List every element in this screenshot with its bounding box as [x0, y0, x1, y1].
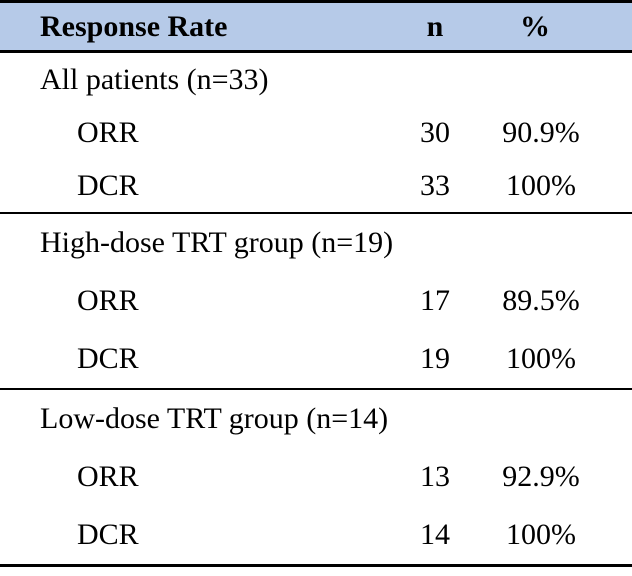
n-value: 17: [420, 284, 450, 317]
header-percent: %: [520, 9, 550, 43]
group-label: High-dose TRT group (n=19): [40, 226, 394, 259]
table-row: DCR 33 100%: [0, 159, 632, 214]
measure-label: DCR: [0, 330, 390, 390]
measure-label: ORR: [77, 284, 139, 317]
group-label-row: All patients (n=33): [0, 52, 632, 107]
section-high-dose-trt: High-dose TRT group (n=19) ORR 17 89.5% …: [0, 213, 632, 390]
table-row: DCR 19 100%: [0, 330, 632, 390]
group-label: All patients (n=33): [40, 62, 269, 96]
header-response-rate: Response Rate: [40, 9, 228, 43]
table-row: ORR 17 89.5%: [0, 272, 632, 330]
table-header-row: Response Rate n %: [0, 1, 632, 52]
pct-value: 100%: [480, 159, 632, 214]
n-value: 14: [390, 506, 480, 567]
n-value: 30: [420, 115, 450, 149]
group-label: Low-dose TRT group (n=14): [40, 402, 389, 435]
header-n: n: [426, 9, 444, 43]
pct-value: 100%: [480, 506, 632, 567]
pct-value: 90.9%: [502, 115, 580, 149]
measure-label: DCR: [0, 159, 390, 214]
n-value: 33: [390, 159, 480, 214]
table-row: DCR 14 100%: [0, 506, 632, 567]
pct-value: 92.9%: [502, 460, 580, 493]
table-row: ORR 30 90.9%: [0, 106, 632, 159]
group-label-row: High-dose TRT group (n=19): [0, 213, 632, 272]
pct-value: 89.5%: [502, 284, 580, 317]
group-label-row: Low-dose TRT group (n=14): [0, 389, 632, 448]
section-all-patients: All patients (n=33) ORR 30 90.9% DCR 33 …: [0, 52, 632, 214]
n-value: 13: [420, 460, 450, 493]
n-value: 19: [390, 330, 480, 390]
pct-value: 100%: [480, 330, 632, 390]
table-row: ORR 13 92.9%: [0, 448, 632, 506]
section-low-dose-trt: Low-dose TRT group (n=14) ORR 13 92.9% D…: [0, 389, 632, 567]
measure-label: ORR: [77, 115, 139, 149]
measure-label: DCR: [0, 506, 390, 567]
measure-label: ORR: [77, 460, 139, 493]
